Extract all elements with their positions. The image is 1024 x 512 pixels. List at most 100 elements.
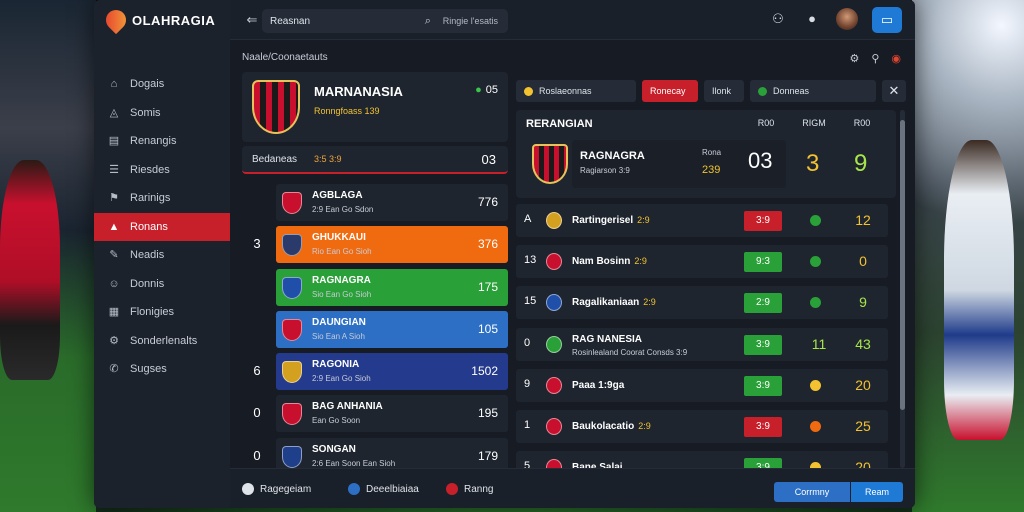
match-score: 2:9 — [637, 215, 650, 225]
standings-points: 239 — [702, 164, 721, 176]
left-panel: Naale/Coonaetauts MARNANASIA Ronngfoass … — [230, 40, 516, 475]
match-row[interactable]: 13 Nam Bosinn 2:9 9:3 0 — [516, 245, 888, 279]
match-row[interactable]: 0 RAG NANESIA Rosinlealand Coorat Consds 3… — [516, 327, 888, 361]
sidebar: OLAHRAGIA ⌂ Dogais ◬ Somis ▤ Renangis ☰ Riesdes… — [94, 0, 230, 508]
logo-icon — [101, 5, 131, 35]
window-button[interactable]: ▭ — [872, 7, 902, 33]
settings-icon: ⚙ — [109, 334, 119, 347]
bottom-item-icon — [446, 483, 458, 495]
sidebar-item-riesdes[interactable]: ☰ Riesdes — [94, 156, 230, 185]
match-rank: 9 — [524, 377, 531, 390]
app-title: OLAHRAGIA — [132, 12, 216, 28]
scrollbar[interactable] — [900, 110, 905, 468]
search-input[interactable]: Reasnan — [270, 15, 311, 27]
users-icon[interactable]: ⚇ — [772, 11, 784, 26]
bottom-button-primary[interactable]: Corrmny — [774, 482, 850, 502]
tab-ronecay[interactable]: Ronecay — [642, 80, 698, 102]
match-list: A Rartingerisel 2:9 3:9 12 13 Nam Bosinn 2:9 9:3… — [516, 204, 888, 492]
bottom-button-secondary[interactable]: Ream — [851, 482, 903, 502]
team-crest-icon — [252, 80, 300, 134]
standings-value-2: 9 — [854, 150, 868, 177]
team-row[interactable]: AGBLAGA 2:9 Ean Go Sdon 776 — [242, 184, 508, 221]
match-team-label: Ragalikaniaan — [572, 297, 640, 309]
match-team-label: Bane Salai — [572, 462, 623, 473]
match-team-label: Baukolacatio — [572, 420, 635, 432]
search-icon[interactable]: ⌕ — [424, 14, 431, 27]
team-crest-icon — [532, 144, 568, 184]
bottom-item-ragegeiam[interactable]: Ragegeiam — [242, 483, 311, 495]
match-row[interactable]: 15 Ragalikaniaan 2:9 2:9 9 — [516, 286, 888, 320]
close-icon[interactable]: ✕ — [882, 80, 906, 102]
featured-team-card[interactable]: MARNANASIA Ronngfoass 139 ● 05 — [242, 72, 508, 142]
fixtures-icon: ⚑ — [109, 192, 119, 205]
team-sub: 2:9 Ean Go Sdon — [312, 205, 374, 214]
team-sub: Sio Ean Go Sioh — [312, 289, 372, 299]
team-row[interactable]: RAGNAGRA Sio Ean Go Sioh 175 — [242, 268, 508, 306]
team-name: RAGNAGRA — [312, 274, 371, 286]
team-value: 175 — [477, 279, 498, 294]
sports-icon: ◬ — [109, 106, 119, 119]
sidebar-item-ronans[interactable]: ▲ Ronans — [94, 212, 230, 241]
featured-team-score: ● 05 — [475, 84, 498, 96]
bottom-item-label: Deeelbiaiaa — [366, 483, 419, 495]
team-row[interactable]: DAUNGIAN Sio Ean A Sioh 105 — [242, 310, 508, 348]
sidebar-item-label: Neadis — [130, 249, 165, 262]
sidebar-item-sonderlenalts[interactable]: ⚙ Sonderlenalts — [94, 327, 230, 356]
match-team-name: Paaa 1:9ga — [572, 380, 624, 391]
team-row[interactable]: 3 GHUKKAUI Rio Ean Go Sioh 376 — [242, 226, 508, 264]
column-header: R00 — [853, 118, 871, 128]
sidebar-item-rarinigs[interactable]: ⚑ Rarinigs — [94, 184, 230, 213]
results-icon: ☰ — [109, 163, 119, 176]
tab-label: Donneas — [773, 86, 810, 96]
category-selector[interactable]: Bedaneas 3:5 3:9 03 — [242, 146, 508, 174]
sidebar-item-dogais[interactable]: ⌂ Dogais — [94, 70, 230, 99]
standings-columns: R00 RIGM R00 — [742, 118, 886, 128]
team-row[interactable]: 0 BAG ANHANIA Ean Go Soon 195 — [242, 395, 508, 433]
search-bar[interactable]: Reasnan ⌕ Ringie l'esatis — [262, 9, 508, 33]
column-header: RIGM — [802, 118, 826, 128]
status-dot-icon — [810, 215, 821, 226]
team-name: RAGONIA — [312, 359, 360, 371]
match-row[interactable]: A Rartingerisel 2:9 3:9 12 — [516, 204, 888, 237]
team-row[interactable]: 0 SONGAN 2:6 Ean Soon Ean Sioh 179 — [242, 437, 508, 475]
avatar[interactable] — [836, 8, 858, 30]
team-value: 376 — [477, 237, 498, 252]
sidebar-item-neadis[interactable]: ✎ Neadis — [94, 241, 230, 270]
search-filter[interactable]: Ringie l'esatis — [442, 16, 498, 26]
scroll-thumb[interactable] — [900, 120, 905, 410]
tab-bar: Roslaeonnas Ronecay Ilonk Donneas ✕ — [516, 80, 915, 102]
tab-roslaeonnas[interactable]: Roslaeonnas — [516, 80, 636, 102]
sidebar-item-flonigies[interactable]: ▦ Flonigies — [94, 298, 230, 327]
notification-icon[interactable]: ● — [808, 11, 816, 26]
app-logo[interactable]: OLAHRAGIA — [101, 5, 216, 35]
match-row[interactable]: 1 Baukolacatio 2:9 3:9 25 — [516, 409, 888, 443]
tab-donneas[interactable]: Donneas — [750, 80, 876, 102]
team-row[interactable]: 6 RAGONIA 2:9 Ean Go Sioh 1502 — [242, 353, 508, 391]
featured-team-sub: Ronngfoass 139 — [314, 106, 380, 116]
location-icon[interactable]: ⚲ — [871, 53, 880, 65]
match-team-label: RAG NANESIA — [572, 333, 643, 345]
back-icon[interactable]: ⇐ — [246, 12, 258, 27]
selector-label: Bedaneas — [252, 154, 298, 165]
team-badge-icon — [546, 294, 562, 312]
sidebar-item-label: Riesdes — [130, 163, 170, 176]
column-header: R00 — [757, 118, 775, 128]
settings-icon[interactable]: ⚙ — [849, 53, 860, 65]
sidebar-item-label: Ronans — [130, 220, 168, 233]
team-sub: Sio Ean A Sioh — [312, 331, 365, 341]
record-icon[interactable]: ◉ — [891, 53, 901, 65]
tab-ilonk[interactable]: Ilonk — [704, 80, 744, 102]
sidebar-item-somis[interactable]: ◬ Somis — [94, 99, 230, 128]
match-result-badge: 2:9 — [744, 293, 782, 314]
match-rank: 5 — [524, 460, 531, 473]
players-icon: ☺ — [108, 277, 120, 290]
sidebar-item-donnis[interactable]: ☺ Donnis — [94, 270, 230, 299]
standings-card[interactable]: RERANGIAN R00 RIGM R00 RAGNAGRA Ragiarso… — [516, 110, 896, 198]
bottom-item-deeelbiaiaa[interactable]: Deeelbiaiaa — [348, 483, 419, 495]
bottom-item-ranng[interactable]: Ranng — [446, 483, 493, 495]
team-badge-icon — [546, 212, 562, 229]
sidebar-item-sugses[interactable]: ✆ Sugses — [94, 355, 230, 384]
sidebar-item-renangis[interactable]: ▤ Renangis — [94, 127, 230, 156]
match-row[interactable]: 9 Paaa 1:9ga 3:9 20 — [516, 368, 888, 402]
team-row-content: DAUNGIAN Sio Ean A Sioh 105 — [276, 310, 508, 348]
